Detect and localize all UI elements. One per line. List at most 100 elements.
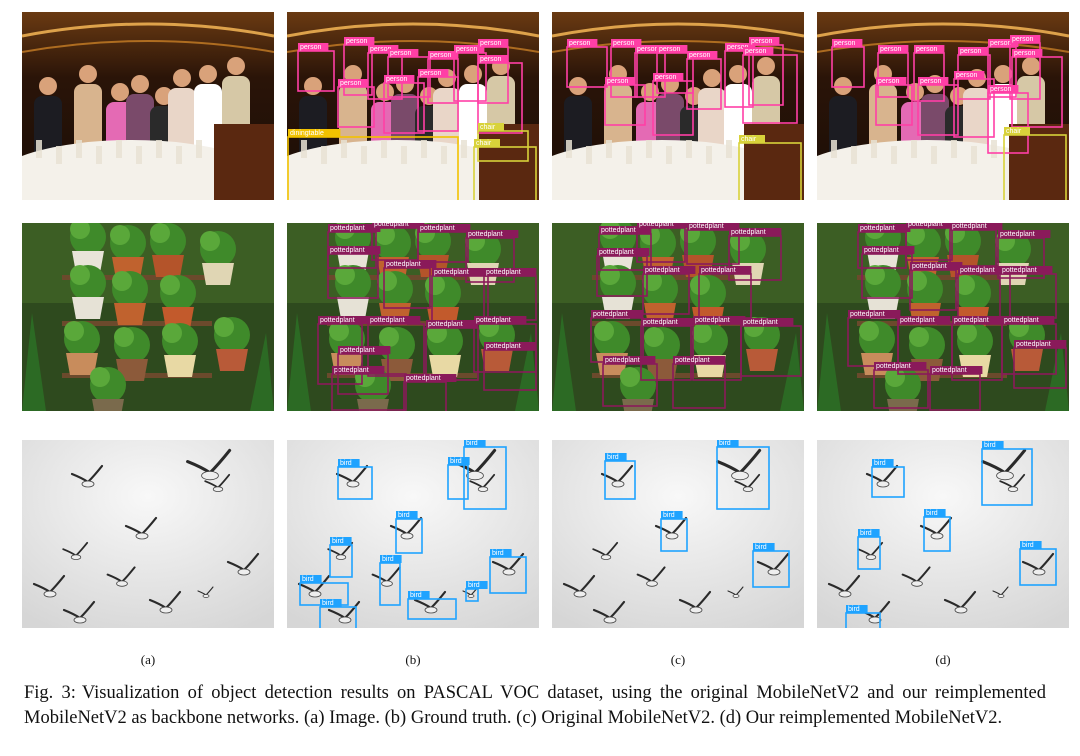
- detection-box: person: [877, 45, 909, 98]
- panel-d-row1: person person person person person person pers…: [817, 12, 1069, 200]
- detection-box: bird: [716, 440, 770, 510]
- detection-label: pottedplant: [701, 267, 736, 274]
- panel-b-row1: person person person person person person pers…: [287, 12, 539, 200]
- detection-box: pottedplant: [642, 266, 696, 315]
- panel-image: pottedplant pottedplant pottedplant pottedp…: [287, 223, 539, 411]
- detection-box: pottedplant: [861, 246, 915, 299]
- detection-label: pottedplant: [1000, 231, 1035, 238]
- detection-box: person: [337, 79, 375, 128]
- panel-c-row2: pottedplant pottedplant pottedplant pottedp…: [552, 223, 804, 411]
- detection-box: bird: [845, 605, 881, 628]
- figure-grid: person person person person person person pers…: [22, 12, 1069, 628]
- detection-box: bird: [447, 457, 470, 500]
- detection-box: pottedplant: [483, 342, 537, 391]
- detection-box: pottedplant: [403, 374, 457, 411]
- detection-box: pottedplant: [596, 248, 650, 297]
- detection-box: pottedplant: [602, 356, 658, 407]
- detection-label: pottedplant: [864, 247, 899, 254]
- detection-label: bird: [468, 582, 480, 589]
- detection-box: person: [831, 39, 865, 88]
- detection-label: pottedplant: [675, 357, 710, 364]
- detection-label: person: [637, 46, 659, 53]
- column-label-d: (d): [935, 652, 951, 667]
- detection-label: pottedplant: [643, 319, 678, 326]
- detection-label: person: [689, 52, 711, 59]
- detection-label: bird: [492, 550, 504, 557]
- panel-b-row2: pottedplant pottedplant pottedplant pottedp…: [287, 223, 539, 411]
- detection-label: person: [655, 74, 677, 81]
- detection-label: pottedplant: [731, 229, 766, 236]
- detection-box: person: [742, 47, 798, 124]
- detection-label: diningtable: [290, 130, 324, 137]
- panel-c-row1: person person person person person person pers…: [552, 12, 804, 200]
- detection-label: bird: [1022, 542, 1034, 549]
- panel-a-row1: [22, 12, 274, 200]
- detection-box: person: [953, 71, 995, 138]
- detection-label: pottedplant: [645, 267, 680, 274]
- detection-label: person: [659, 46, 681, 53]
- detection-label: bird: [340, 460, 352, 467]
- column-label-c: (c): [670, 652, 686, 667]
- detection-box: pottedplant: [1001, 316, 1057, 375]
- detection-box: pottedplant: [905, 223, 959, 261]
- detection-label: person: [420, 70, 442, 77]
- detection-box: pottedplant: [686, 223, 740, 265]
- scene-birds-photo: [552, 440, 804, 628]
- detection-box: person: [987, 85, 1029, 154]
- detection-label: person: [480, 56, 502, 63]
- detection-label: bird: [332, 538, 344, 545]
- detection-box: pottedplant: [337, 346, 391, 395]
- detection-box: person: [417, 69, 459, 132]
- panel-image: bird bird bird bird: [552, 440, 804, 628]
- detection-label: pottedplant: [476, 317, 511, 324]
- detection-label: person: [920, 78, 942, 85]
- panel-c-row3: bird bird bird bird: [552, 440, 804, 628]
- panel-image: [22, 12, 274, 200]
- scene-plants-photo: [22, 223, 274, 411]
- detection-label: pottedplant: [695, 317, 730, 324]
- detection-label: chair: [741, 136, 757, 143]
- detection-label: pottedplant: [330, 247, 365, 254]
- detection-label: pottedplant: [386, 261, 421, 268]
- detection-label: pottedplant: [330, 225, 365, 232]
- detection-box: pottedplant: [909, 262, 963, 311]
- detection-box: chair: [473, 139, 537, 200]
- detection-box: person: [987, 39, 1019, 98]
- detection-label: person: [300, 44, 322, 51]
- detection-label: pottedplant: [689, 223, 724, 230]
- detection-label: pottedplant: [468, 231, 503, 238]
- detection-label: pottedplant: [876, 363, 911, 370]
- detection-label: person: [956, 72, 978, 79]
- detection-label: person: [480, 40, 502, 47]
- detection-label: person: [751, 38, 773, 45]
- detection-box: bird: [379, 555, 402, 606]
- detection-box: person: [477, 55, 523, 134]
- detection-label: pottedplant: [593, 311, 628, 318]
- detection-label: person: [370, 46, 392, 53]
- detection-box: diningtable: [287, 129, 459, 200]
- detection-box: bird: [395, 511, 423, 554]
- detection-label: bird: [926, 510, 938, 517]
- detection-label: person: [430, 52, 452, 59]
- detection-label: bird: [466, 440, 478, 447]
- detection-box: bird: [857, 529, 881, 570]
- detection-box: person: [610, 39, 642, 98]
- panel-a-row3: [22, 440, 274, 628]
- detection-label: chair: [1006, 128, 1022, 135]
- detection-label: pottedplant: [1002, 267, 1037, 274]
- caption-text: Visualization of object detection result…: [24, 683, 1046, 728]
- panel-image: [22, 223, 274, 411]
- detection-box: bird: [923, 509, 951, 552]
- detection-box: chair: [738, 135, 802, 200]
- detection-box: pottedplant: [383, 260, 437, 309]
- detection-label: pottedplant: [908, 223, 943, 228]
- detection-label: person: [990, 86, 1012, 93]
- detection-box: bird: [319, 599, 357, 628]
- detection-label: pottedplant: [954, 317, 989, 324]
- detection-label: person: [834, 40, 856, 47]
- detection-box: person: [383, 75, 425, 134]
- detection-label: person: [607, 78, 629, 85]
- detection-box: bird: [604, 453, 636, 500]
- detection-box: bird: [871, 459, 905, 498]
